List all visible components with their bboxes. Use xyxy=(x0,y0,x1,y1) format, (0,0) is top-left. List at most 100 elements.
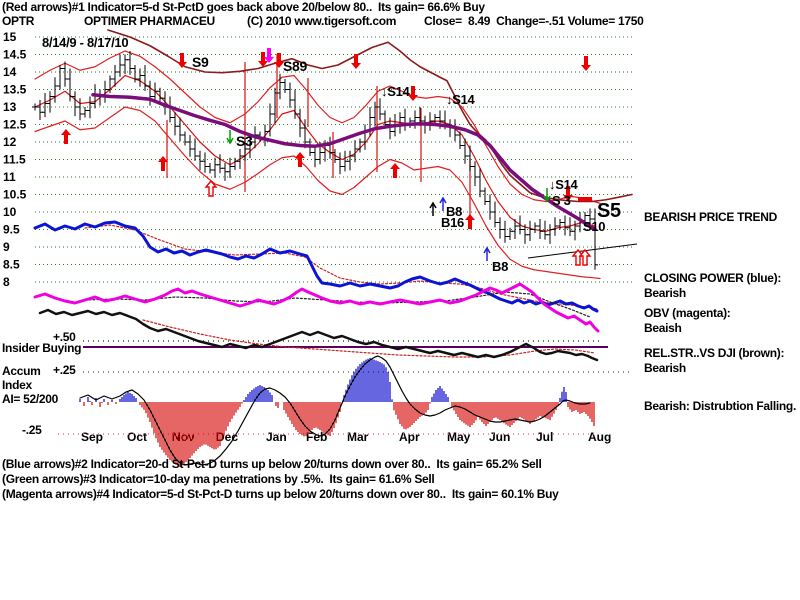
arrow-head xyxy=(429,201,437,209)
rel-str-line xyxy=(38,308,599,362)
signal-dash-marker xyxy=(578,197,592,201)
ten-day-ma-line xyxy=(34,74,595,232)
price-axis-label: 11 xyxy=(3,170,16,184)
signal-annotation: S3 xyxy=(236,133,253,149)
price-axis-label: 9 xyxy=(3,240,10,254)
red-down-arrow-icon xyxy=(563,186,573,201)
month-label: Mar xyxy=(347,430,369,444)
price-axis-label: 14.5 xyxy=(3,48,27,62)
price-axis-label: 10.5 xyxy=(3,188,27,202)
price-bars xyxy=(32,51,598,270)
red-down-arrow-icon xyxy=(351,54,361,69)
lower-band-line xyxy=(34,106,601,280)
obv-label: OBV (magenta): xyxy=(644,306,731,320)
price-axis-label: 8.5 xyxy=(3,258,20,272)
magenta-down-arrow-icon xyxy=(264,48,274,63)
plus25-label: +.25 xyxy=(53,363,76,377)
minus25-label: -.25 xyxy=(22,423,42,437)
indicator1-summary: (Red arrows)#1 Indicator=5-d St-PctD goe… xyxy=(2,0,485,14)
red-down-arrow-icon xyxy=(177,53,187,68)
closing-power-status: Bearish xyxy=(644,286,686,300)
red-up-arrow-icon xyxy=(61,129,71,144)
red-up-arrow-icon xyxy=(158,156,168,171)
signal-annotation: ↓S14 xyxy=(549,177,579,192)
signal-annotation: S10 xyxy=(583,219,605,234)
closing-power-label: CLOSING POWER (blue): xyxy=(644,271,782,285)
red-up-arrow-icon xyxy=(390,163,400,178)
arrow-head xyxy=(226,137,234,145)
green-down-arrow-icon xyxy=(543,188,551,203)
signal-annotation: ↓S14 xyxy=(446,92,476,107)
month-label: May xyxy=(447,430,471,444)
rel-str-status: Bearish xyxy=(644,361,686,375)
month-label: Sep xyxy=(81,430,103,444)
signal-annotation: S89 xyxy=(283,58,308,74)
red-down-arrow-icon xyxy=(258,52,268,67)
arrow-head xyxy=(439,196,447,204)
arrow-head xyxy=(483,246,491,254)
rel-str-dotted xyxy=(142,319,596,358)
price-axis-label: 9.5 xyxy=(3,223,20,237)
upper-band-line xyxy=(34,50,601,204)
month-label: Feb xyxy=(306,430,327,444)
month-label: Apr xyxy=(399,430,420,444)
copyright-text: (C) 2010 www.tigersoft.com xyxy=(247,14,397,28)
signal-annotation: S5 xyxy=(597,200,621,222)
signal-annotation: S9 xyxy=(192,54,209,70)
obv-ma-dotted xyxy=(84,291,591,318)
month-label: Jan xyxy=(266,430,287,444)
signal-annotation: ↓S14 xyxy=(381,84,411,99)
black-up-arrow-icon xyxy=(429,201,437,216)
red-down-arrow-icon xyxy=(274,53,284,68)
month-label: Aug xyxy=(588,430,611,444)
quote-summary: Close= 8.49 Change=-.51 Volume= 1750 xyxy=(424,14,644,28)
signal-annotation: S 3 xyxy=(552,193,571,208)
obv-line xyxy=(33,282,600,333)
purple-ma-line xyxy=(91,93,597,232)
price-trend-status: BEARISH PRICE TREND xyxy=(644,210,777,224)
signal-annotation: 8/14/9 - 8/17/10 xyxy=(42,35,128,50)
month-label: Jun xyxy=(489,430,510,444)
red-up-arrow-icon xyxy=(295,152,305,167)
plus50-label: +.50 xyxy=(53,330,76,344)
ticker-symbol: OPTR xyxy=(2,14,35,28)
signal-annotation: B16 xyxy=(441,215,464,230)
green-down-arrow-icon xyxy=(226,130,234,145)
company-name: OPTIMER PHARMACEU xyxy=(84,14,215,28)
obv-status: Beaish xyxy=(644,321,682,335)
price-axis-label: 14 xyxy=(3,65,17,79)
red-up-arrow-icon xyxy=(578,248,592,266)
price-axis-label: 15 xyxy=(3,30,17,44)
indicator4-summary: (Magenta arrows)#4 Indicator=5-d St-Pct-… xyxy=(2,487,559,501)
price-axis-label: 10 xyxy=(3,205,17,219)
signal-annotation: B8 xyxy=(446,204,462,219)
price-axis-label: 12 xyxy=(3,135,17,149)
closing-power-line xyxy=(33,220,599,313)
blue-up-arrow-icon xyxy=(439,196,447,211)
red-up-arrow-icon xyxy=(465,214,475,229)
accum-status: Bearish: Distrubtion Falling. xyxy=(644,399,796,413)
trend-line xyxy=(527,243,638,259)
cp-ma-dotted xyxy=(84,224,598,310)
price-axis-label: 13.5 xyxy=(3,83,27,97)
month-label: Oct xyxy=(127,430,147,444)
price-axis-label: 8 xyxy=(3,275,10,289)
rel-str-label: REL.STR..VS DJI (brown): xyxy=(644,346,785,360)
insider-buying-label: Insider Buying xyxy=(2,341,82,355)
index-label: Index xyxy=(2,378,32,392)
indicator3-summary: (Green arrows)#3 Indicator=10-day ma pen… xyxy=(2,472,435,486)
price-axis-label: 13 xyxy=(3,100,17,114)
price-axis-label: 12.5 xyxy=(3,118,27,132)
arrow-head xyxy=(543,195,551,203)
accum-index-curve xyxy=(79,355,591,466)
blue-up-arrow-icon xyxy=(483,246,491,261)
month-label: Jul xyxy=(536,430,553,444)
red-down-arrow-icon xyxy=(408,86,418,101)
price-axis-label: 11.5 xyxy=(3,153,26,167)
accum-label: Accum xyxy=(2,364,41,378)
signal-annotation: B8 xyxy=(492,259,508,274)
ai-ratio-label: AI= 52/200 xyxy=(2,392,59,406)
red-down-arrow-icon xyxy=(581,56,591,71)
